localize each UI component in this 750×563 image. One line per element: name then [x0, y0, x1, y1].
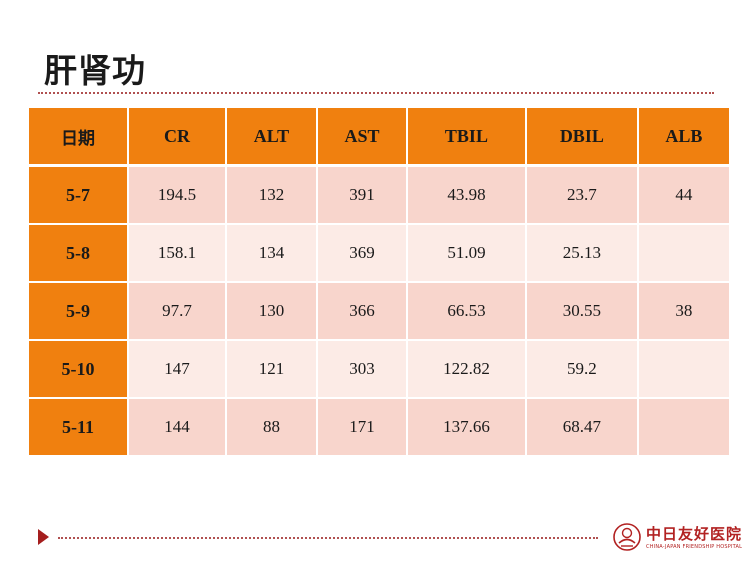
- row-date: 5-7: [29, 167, 129, 225]
- cell-ast: 369: [317, 225, 409, 283]
- cell-dbil: 59.2: [526, 341, 639, 399]
- cell-alb: [638, 399, 729, 457]
- footer-divider: [58, 537, 598, 539]
- cell-tbil: 43.98: [408, 167, 527, 225]
- table-row: 5-7 194.5 132 391 43.98 23.7 44: [29, 167, 729, 225]
- header-alt: ALT: [227, 108, 318, 167]
- cell-alb: 44: [638, 167, 729, 225]
- row-date: 5-10: [29, 341, 129, 399]
- cell-alb: [638, 225, 729, 283]
- hospital-logo: 中日友好医院 CHINA-JAPAN FRIENDSHIP HOSPITAL: [612, 522, 742, 556]
- cell-alt: 134: [227, 225, 318, 283]
- logo-name-en: CHINA-JAPAN FRIENDSHIP HOSPITAL: [646, 544, 743, 550]
- cell-cr: 147: [129, 341, 227, 399]
- cell-ast: 171: [317, 399, 409, 457]
- row-date: 5-8: [29, 225, 129, 283]
- cell-tbil: 122.82: [408, 341, 527, 399]
- footer-arrow-icon: [38, 529, 49, 545]
- cell-dbil: 25.13: [526, 225, 639, 283]
- cell-dbil: 30.55: [526, 283, 639, 341]
- cell-cr: 158.1: [129, 225, 227, 283]
- header-cr: CR: [129, 108, 227, 167]
- table-row: 5-10 147 121 303 122.82 59.2: [29, 341, 729, 399]
- title-divider: [38, 92, 714, 94]
- logo-name-cn: 中日友好医院: [646, 525, 743, 543]
- cell-alt: 88: [227, 399, 318, 457]
- cell-dbil: 23.7: [526, 167, 639, 225]
- cell-alt: 130: [227, 283, 318, 341]
- cell-ast: 391: [317, 167, 409, 225]
- cell-alb: 38: [638, 283, 729, 341]
- cell-cr: 194.5: [129, 167, 227, 225]
- lab-results-table: 日期 CR ALT AST TBIL DBIL ALB 5-7 194.5 13…: [29, 108, 729, 457]
- table-row: 5-8 158.1 134 369 51.09 25.13: [29, 225, 729, 283]
- row-date: 5-9: [29, 283, 129, 341]
- cell-dbil: 68.47: [526, 399, 639, 457]
- row-date: 5-11: [29, 399, 129, 457]
- header-ast: AST: [317, 108, 409, 167]
- table-header-row: 日期 CR ALT AST TBIL DBIL ALB: [29, 108, 729, 167]
- header-date: 日期: [29, 108, 129, 167]
- cell-tbil: 51.09: [408, 225, 527, 283]
- cell-ast: 303: [317, 341, 409, 399]
- header-dbil: DBIL: [526, 108, 639, 167]
- cell-cr: 97.7: [129, 283, 227, 341]
- lab-results-table-container: 日期 CR ALT AST TBIL DBIL ALB 5-7 194.5 13…: [29, 108, 729, 457]
- cell-tbil: 66.53: [408, 283, 527, 341]
- cell-alb: [638, 341, 729, 399]
- table-row: 5-11 144 88 171 137.66 68.47: [29, 399, 729, 457]
- table-row: 5-9 97.7 130 366 66.53 30.55 38: [29, 283, 729, 341]
- hospital-emblem-icon: [613, 523, 641, 551]
- cell-ast: 366: [317, 283, 409, 341]
- cell-alt: 132: [227, 167, 318, 225]
- cell-cr: 144: [129, 399, 227, 457]
- header-tbil: TBIL: [408, 108, 527, 167]
- slide-title: 肝肾功: [44, 51, 146, 90]
- cell-tbil: 137.66: [408, 399, 527, 457]
- cell-alt: 121: [227, 341, 318, 399]
- header-alb: ALB: [638, 108, 729, 167]
